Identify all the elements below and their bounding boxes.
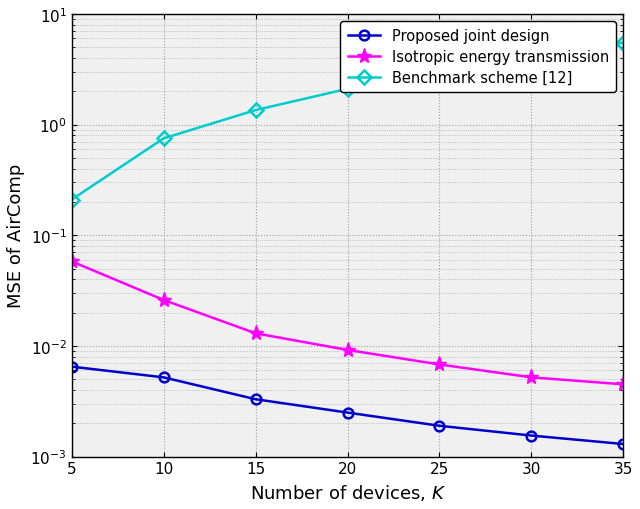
Benchmark scheme [12] — [527, 58, 535, 64]
X-axis label: Number of devices, $K$: Number of devices, $K$ — [250, 482, 445, 502]
Benchmark scheme [12] — [252, 108, 259, 114]
Isotropic energy transmission — [68, 259, 76, 265]
Benchmark scheme [12] — [68, 197, 76, 203]
Line: Benchmark scheme [12]: Benchmark scheme [12] — [67, 39, 628, 205]
Line: Proposed joint design: Proposed joint design — [67, 362, 628, 449]
Proposed joint design — [160, 375, 168, 381]
Isotropic energy transmission — [344, 347, 351, 353]
Isotropic energy transmission — [527, 375, 535, 381]
Benchmark scheme [12] — [344, 87, 351, 93]
Proposed joint design — [527, 433, 535, 439]
Proposed joint design — [344, 410, 351, 416]
Proposed joint design — [620, 441, 627, 447]
Line: Isotropic energy transmission: Isotropic energy transmission — [64, 254, 631, 392]
Isotropic energy transmission — [436, 362, 444, 368]
Isotropic energy transmission — [620, 382, 627, 388]
Proposed joint design — [436, 423, 444, 429]
Benchmark scheme [12] — [436, 73, 444, 79]
Benchmark scheme [12] — [620, 40, 627, 46]
Isotropic energy transmission — [252, 331, 259, 337]
Isotropic energy transmission — [160, 297, 168, 303]
Proposed joint design — [68, 364, 76, 370]
Legend: Proposed joint design, Isotropic energy transmission, Benchmark scheme [12]: Proposed joint design, Isotropic energy … — [340, 22, 616, 93]
Proposed joint design — [252, 397, 259, 403]
Benchmark scheme [12] — [160, 136, 168, 142]
Y-axis label: MSE of AirComp: MSE of AirComp — [7, 164, 25, 308]
